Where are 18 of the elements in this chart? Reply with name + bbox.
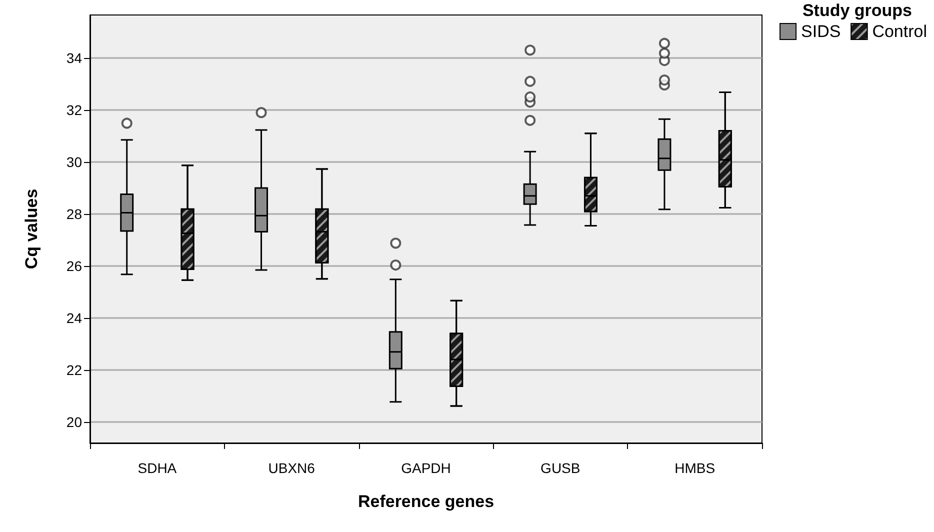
x-tick-label: GUSB (540, 460, 580, 476)
x-tick-label: SDHA (138, 460, 178, 476)
y-tick-label: 24 (66, 310, 82, 326)
y-tick-label: 22 (66, 362, 82, 378)
y-tick-label: 30 (66, 154, 82, 170)
y-tick-label: 26 (66, 258, 82, 274)
legend-label: SIDS (801, 22, 841, 41)
y-tick-label: 32 (66, 102, 82, 118)
y-axis-title: Cq values (22, 188, 41, 270)
y-tick-label: 28 (66, 206, 82, 222)
y-tick-label: 34 (66, 50, 82, 66)
x-tick-label: HMBS (674, 460, 716, 476)
legend-title: Study groups (802, 1, 912, 20)
legend-label: Control (872, 22, 928, 41)
x-tick-label: GAPDH (401, 460, 451, 476)
x-axis-title: Reference genes (358, 492, 494, 511)
y-tick-label: 20 (66, 414, 82, 430)
x-tick-label: UBXN6 (268, 460, 316, 476)
